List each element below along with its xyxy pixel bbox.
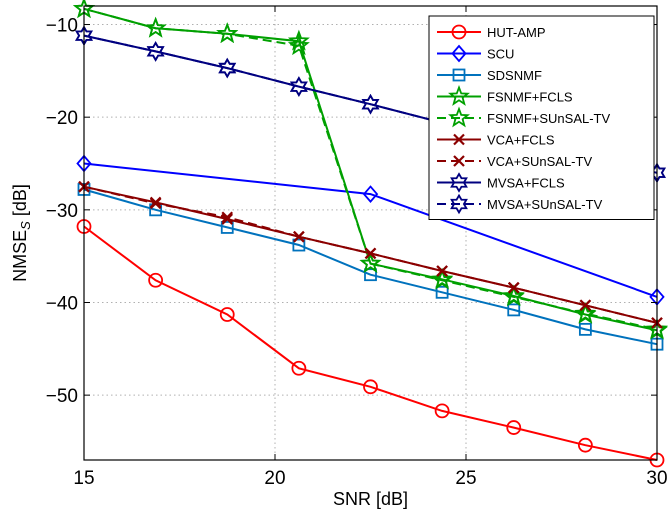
fsnmf-sunsal-tv-marker: [144, 16, 167, 38]
hut-amp-line: [83, 225, 658, 461]
legend-entry-hut-amp: HUT-AMP: [437, 24, 546, 40]
vca-sunsal-tv-marker: [221, 211, 234, 224]
sdsnmf-marker: [435, 285, 449, 299]
x-tick-label: 20: [264, 468, 285, 489]
legend-entry-sdsnmf: SDSNMF: [437, 68, 542, 83]
vca-sunsal-tv-marker: [149, 197, 162, 210]
hut-amp-marker: [577, 437, 593, 453]
legend-label: MVSA+FCLS: [487, 176, 565, 191]
x-tick-label: 15: [73, 468, 94, 489]
x-tick-label: 25: [455, 468, 476, 489]
legend-scu-marker: [451, 44, 467, 63]
axes: [83, 5, 658, 461]
fsnmf-sunsal-tv-marker: [287, 34, 310, 56]
fsnmf-sunsal-tv-marker: [574, 302, 597, 323]
legend-label: HUT-AMP: [487, 25, 546, 40]
legend-label: MVSA+SUnSAL-TV: [487, 197, 603, 212]
sdsnmf-marker: [578, 322, 592, 336]
sdsnmf-marker: [364, 268, 377, 282]
vca-sunsal-tv-marker: [436, 265, 448, 277]
legend-entry-vca-fcls: VCA+FCLS: [437, 133, 555, 148]
scu-line: [83, 162, 658, 298]
fsnmf-sunsal-tv-marker: [359, 252, 382, 273]
y-tick-label: −50: [46, 386, 78, 407]
legend-entry-fsnmf-fcls: FSNMF+FCLS: [437, 84, 573, 106]
sdsnmf-marker: [220, 221, 234, 234]
legend-sdsnmf-marker: [452, 68, 466, 82]
x-tick-label: 30: [646, 468, 667, 489]
sdsnmf-marker: [507, 303, 521, 317]
y-tick-label: −10: [46, 16, 78, 37]
series-hut-amp: [76, 219, 665, 468]
legend-label: SDSNMF: [487, 68, 542, 83]
legend-mvsa-sunsal-tv-marker: [450, 193, 468, 215]
legend-label: SCU: [487, 47, 514, 62]
mvsa-sunsal-tv-marker: [361, 93, 380, 115]
fsnmf-sunsal-tv-marker: [502, 285, 525, 307]
fsnmf-sunsal-tv-marker: [216, 22, 239, 44]
legend-mvsa-fcls-marker: [450, 172, 468, 193]
legend-entry-mvsa-sunsal-tv: MVSA+SUnSAL-TV: [437, 193, 603, 215]
scu-marker: [362, 185, 379, 203]
legend-label: FSNMF+SUnSAL-TV: [487, 111, 610, 126]
sdsnmf-marker: [292, 238, 306, 252]
legend-label: VCA+SUnSAL-TV: [487, 154, 592, 169]
hut-amp-marker: [434, 403, 450, 419]
hut-amp-marker: [148, 272, 164, 288]
plot-frame: [83, 5, 658, 461]
y-tick-label: −30: [46, 201, 78, 222]
hut-amp-marker: [506, 420, 522, 435]
y-tick-label: −20: [46, 108, 78, 129]
hut-amp-marker: [219, 307, 235, 322]
sdsnmf-line: [83, 188, 658, 346]
vca-sunsal-tv-marker: [579, 299, 592, 312]
vca-sunsal-tv-marker: [364, 247, 377, 260]
mvsa-sunsal-tv-marker: [289, 76, 308, 97]
legend-entry-scu: SCU: [437, 44, 514, 63]
legend-label: VCA+FCLS: [487, 133, 555, 148]
y-axis-label-main: NMSE: [10, 230, 30, 282]
fsnmf-sunsal-tv-marker: [431, 268, 454, 290]
vca-sunsal-tv-marker: [293, 230, 305, 243]
mvsa-sunsal-tv-marker: [218, 57, 237, 79]
mvsa-sunsal-tv-marker: [146, 41, 165, 62]
y-axis-label-subscript: S: [18, 221, 33, 230]
vca-sunsal-tv-marker: [507, 281, 520, 294]
legend-entry-mvsa-fcls: MVSA+FCLS: [437, 172, 565, 193]
hut-amp-marker: [291, 360, 307, 376]
legend-fsnmf-fcls-marker: [448, 84, 470, 106]
legend-hut-amp-marker: [451, 24, 467, 40]
legend-entry-vca-sunsal-tv: VCA+SUnSAL-TV: [437, 154, 592, 169]
legend-vca-fcls-marker: [453, 133, 465, 146]
fsnmf-sunsal-tv-line: [83, 7, 658, 331]
legend: HUT-AMP SCU SDSNMF FSNMF+FCLS FSNMF+SUnSAL-T…: [428, 15, 655, 220]
tick-labels: 15 20 25 30 −50 −40 −30 −20 −10: [46, 16, 668, 489]
legend-label: FSNMF+FCLS: [487, 90, 573, 105]
x-axis-label: SNR [dB]: [333, 489, 408, 509]
series-group: [73, 0, 668, 468]
y-axis-label-suffix: [dB]: [10, 184, 30, 221]
y-tick-label: −40: [46, 293, 78, 314]
legend-entry-fsnmf-sunsal-tv: FSNMF+SUnSAL-TV: [437, 106, 610, 128]
y-axis-label: NMSES [dB]: [10, 184, 33, 282]
legend-fsnmf-sunsal-tv-marker: [448, 106, 470, 128]
legend-vca-sunsal-tv-marker: [453, 155, 465, 167]
hut-amp-marker: [363, 379, 378, 395]
